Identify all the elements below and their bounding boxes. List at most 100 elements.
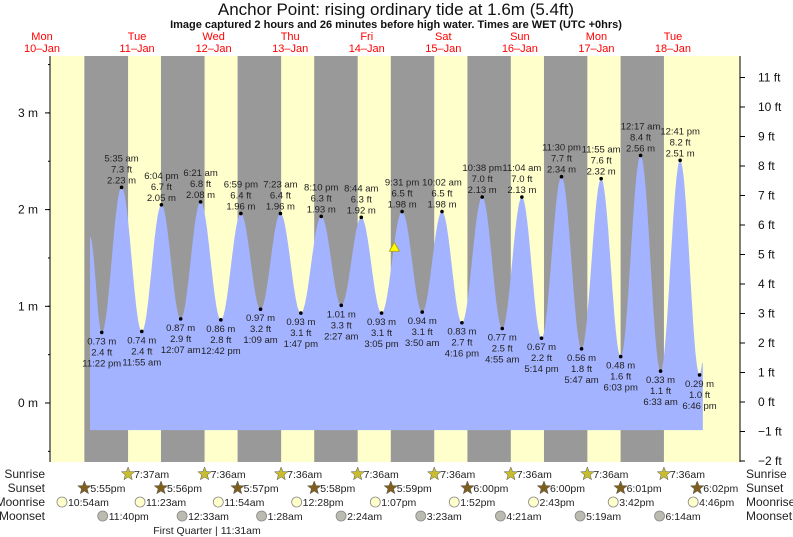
high-tide-point (520, 195, 524, 199)
low-tide-ft-label: 3.2 ft (250, 324, 271, 335)
high-tide-time-label: 10:38 pm (462, 163, 502, 174)
day-date-label: 17–Jan (578, 43, 614, 55)
right-axis-tick-label: 11 ft (758, 71, 781, 85)
high-tide-point (638, 153, 643, 158)
high-tide-m-label: 1.98 m (427, 200, 456, 211)
low-tide-time-label: 6:33 am (643, 397, 677, 408)
day-date-label: 11–Jan (119, 43, 154, 55)
high-tide-m-label: 2.34 m (547, 165, 576, 176)
high-tide-point (159, 202, 164, 207)
moonrise-time: 1:52pm (460, 497, 495, 509)
sunset-icon (536, 480, 552, 495)
sunset-row-label-right: Sunset (746, 481, 784, 495)
sunset-time: 5:59pm (397, 483, 432, 495)
high-tide-m-label: 1.96 m (266, 201, 295, 212)
high-tide-time-label: 12:41 pm (660, 126, 700, 137)
day-name-label: Tue (664, 31, 683, 43)
high-tide-ft-label: 6.4 ft (230, 190, 251, 201)
moonrise-icon (369, 496, 381, 508)
chart-subtitle: Image captured 2 hours and 26 minutes be… (170, 19, 622, 31)
high-tide-time-label: 7:23 am (263, 179, 297, 190)
low-tide-ft-label: 2.4 ft (91, 347, 112, 358)
sunrise-icon (273, 466, 289, 481)
sunrise-icon (503, 466, 519, 481)
sunset-icon (613, 480, 628, 495)
moonset-row-label-left: Moonset (0, 509, 46, 523)
low-tide-point (658, 369, 663, 373)
right-axis-tick-label: 7 ft (758, 189, 775, 203)
low-tide-time-label: 1:47 pm (284, 339, 318, 350)
moonrise-icon (134, 496, 146, 508)
low-tide-time-label: 1:09 am (243, 335, 277, 346)
sunset-time: 5:58pm (320, 483, 355, 495)
moonset-time: 12:33am (188, 511, 229, 523)
high-tide-m-label: 1.98 m (388, 200, 417, 211)
high-tide-ft-label: 6.4 ft (270, 190, 291, 201)
low-tide-time-label: 5:47 am (564, 375, 598, 386)
low-tide-point (539, 336, 544, 341)
high-tide-point (440, 209, 444, 214)
day-date-label: 15–Jan (425, 43, 461, 55)
low-tide-m-label: 0.56 m (567, 353, 596, 364)
moonrise-time: 10:54am (68, 497, 109, 509)
moonrise-row-label-left: Moonrise (0, 495, 45, 509)
high-tide-m-label: 2.56 m (626, 143, 655, 154)
low-tide-point (579, 347, 584, 351)
high-tide-ft-label: 6.3 ft (351, 194, 372, 205)
moonrise-time: 1:07pm (381, 497, 416, 509)
sunrise-time: 7:36am (593, 469, 628, 481)
tide-area (90, 155, 703, 431)
low-tide-m-label: 0.93 m (286, 317, 315, 328)
moonset-time: 1:28am (268, 511, 303, 523)
moonset-time: 11:40pm (109, 511, 149, 523)
high-tide-time-label: 8:44 am (344, 183, 378, 194)
low-tide-time-label: 11:22 pm (82, 358, 121, 369)
day-date-label: 13–Jan (272, 43, 308, 55)
sunset-icon (383, 480, 399, 495)
moonset-icon (176, 510, 188, 522)
low-tide-ft-label: 2.2 ft (531, 353, 552, 364)
high-tide-point (119, 185, 124, 190)
sunset-icon (689, 480, 705, 495)
high-tide-time-label: 6:04 pm (144, 171, 178, 182)
day-name-label: Mon (31, 31, 52, 43)
moonset-time: 2:24am (347, 511, 382, 523)
sunset-icon (306, 480, 322, 495)
moonset-time: 3:23am (427, 511, 462, 523)
sunrise-icon (120, 466, 136, 481)
moonrise-icon (607, 496, 619, 508)
high-tide-point (599, 176, 603, 181)
moonset-icon (415, 510, 427, 522)
low-tide-ft-label: 3.1 ft (412, 327, 433, 338)
moonrise-icon (212, 496, 224, 508)
high-tide-ft-label: 6.5 ft (431, 189, 452, 200)
high-tide-point (400, 209, 404, 214)
sunrise-icon (197, 466, 212, 481)
sunrise-icon (426, 466, 442, 481)
right-axis-tick-label: 8 ft (758, 159, 775, 173)
high-tide-m-label: 1.93 m (307, 204, 336, 215)
moonset-icon (97, 510, 109, 522)
high-tide-ft-label: 7.6 ft (591, 156, 612, 167)
high-tide-point (678, 158, 682, 163)
moonrise-time: 12:28pm (303, 497, 344, 509)
chart-title: Anchor Point: rising ordinary tide at 1.… (218, 0, 574, 19)
sunset-icon (153, 480, 169, 495)
low-tide-m-label: 0.77 m (488, 333, 517, 344)
high-tide-m-label: 2.23 m (107, 175, 136, 186)
right-axis-tick-label: 5 ft (758, 248, 775, 262)
high-tide-ft-label: 7.0 ft (472, 174, 493, 185)
sunrise-time: 7:37am (134, 469, 169, 481)
low-tide-m-label: 1.01 m (327, 309, 356, 320)
sunrise-icon (580, 466, 595, 481)
right-axis-tick-label: −2 ft (758, 454, 782, 468)
low-tide-time-label: 5:14 pm (524, 364, 558, 375)
high-tide-ft-label: 8.2 ft (670, 137, 691, 148)
high-tide-point (198, 200, 203, 204)
sunrise-row-label-right: Sunrise (746, 467, 787, 481)
low-tide-time-label: 6:03 pm (604, 383, 638, 394)
low-tide-point (500, 326, 505, 331)
right-axis-tick-label: 9 ft (758, 130, 775, 144)
moonset-icon (574, 510, 586, 522)
high-tide-ft-label: 6.5 ft (392, 189, 413, 200)
